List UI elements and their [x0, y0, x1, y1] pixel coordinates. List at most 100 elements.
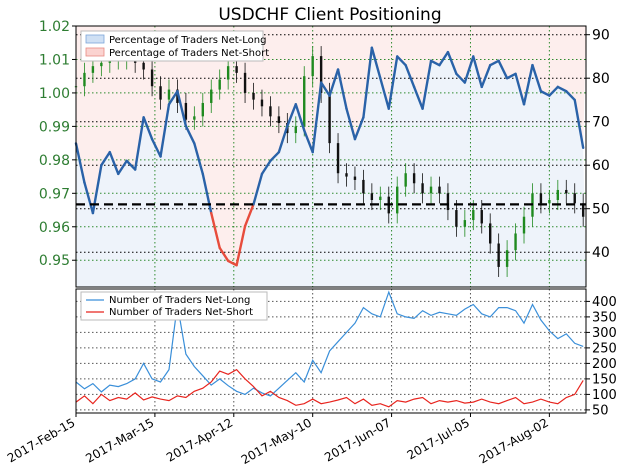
price-candle	[455, 200, 458, 237]
net-long-pct-segment	[429, 59, 441, 67]
candle-body	[522, 216, 526, 234]
net-long-pct-segment	[193, 142, 204, 176]
price-candle	[421, 173, 424, 204]
candle-body	[556, 189, 560, 200]
net-long-pct-segment	[472, 55, 483, 89]
bottom-right-tick-label: 350	[592, 310, 617, 325]
net-long-pct-segment	[362, 46, 374, 119]
price-candle	[581, 193, 585, 227]
price-candle	[514, 223, 517, 261]
candle-body	[184, 102, 188, 120]
candle-body	[210, 89, 213, 103]
price-candle	[446, 183, 450, 221]
net-long-pct-segment	[328, 68, 340, 97]
candle-body	[218, 79, 221, 90]
net-long-pct-segment	[353, 116, 365, 141]
price-candle	[379, 186, 382, 211]
candle-body	[252, 92, 255, 100]
net-long-pct-segment	[446, 50, 458, 76]
candle-body	[573, 193, 576, 204]
candle-body	[539, 193, 543, 204]
bottom-right-tick-label: 50	[592, 403, 609, 418]
net-long-pct-segment	[176, 90, 188, 128]
candle-body	[446, 193, 450, 211]
x-tick-label: 2017-May-10	[239, 415, 314, 467]
candle-body	[488, 223, 492, 244]
net-long-pct-segment	[100, 150, 112, 167]
candle-body	[429, 186, 433, 194]
net-long-pct-segment	[286, 103, 297, 128]
net-long-pct-segment	[379, 76, 390, 110]
net-long-pct-segment	[133, 116, 145, 171]
top-panel-series	[74, 46, 585, 267]
legend-swatch-net-long-pct	[85, 34, 105, 44]
net-short-count-line	[75, 368, 584, 408]
candle-body	[370, 193, 374, 200]
price-candle	[565, 179, 568, 204]
candle-body	[362, 179, 365, 194]
net-long-pct-segment	[150, 137, 162, 158]
candle-body	[421, 183, 424, 194]
price-candle	[336, 133, 340, 184]
candle-body	[505, 250, 509, 267]
legend-label-net-short-count: Number of Traders Net-Short	[109, 307, 253, 318]
x-tick-label: 2017-Aug-02	[477, 415, 551, 466]
top-legend-box	[80, 30, 264, 62]
net-long-pct-segment	[455, 72, 467, 84]
left-tick-label: 0.96	[39, 220, 70, 236]
net-long-pct-segment	[345, 107, 357, 141]
net-long-pct-segment	[412, 85, 424, 110]
left-tick-label: 1.02	[39, 19, 70, 35]
legend-swatch-net-short-pct	[85, 47, 105, 57]
net-long-pct-segment	[505, 72, 517, 80]
candle-body	[226, 66, 230, 80]
x-axis-ticks: 2017-Feb-15 2017-Mar-15 2017-Apr-12 2017-Ma…	[5, 413, 551, 467]
left-tick-label: 0.97	[39, 186, 70, 202]
candle-body	[167, 89, 171, 100]
bottom-panel-frame	[75, 288, 587, 414]
price-candle	[429, 176, 433, 204]
net-long-pct-segment	[252, 172, 264, 206]
net-long-pct-segment	[539, 90, 551, 97]
candle-body	[404, 173, 407, 187]
x-tick-label: 2017-Mar-15	[83, 415, 156, 465]
x-tick-label: 2017-Jun-07	[322, 415, 393, 464]
net-long-pct-segment	[522, 63, 534, 106]
candle-body	[438, 186, 441, 194]
net-long-pct-segment	[74, 142, 86, 184]
candle-body	[548, 200, 551, 204]
net-long-pct-segment	[488, 59, 500, 67]
left-tick-label: 1.00	[39, 86, 70, 102]
candle-body	[243, 72, 247, 93]
price-candle	[573, 183, 576, 214]
net-long-pct-segment	[463, 55, 475, 84]
price-candle	[193, 106, 196, 130]
net-long-pct-segment	[277, 124, 289, 154]
net-long-pct-segment	[108, 150, 120, 176]
price-candle	[201, 92, 204, 127]
right-tick-label: 70	[592, 115, 610, 131]
net-long-pct-segment	[117, 159, 128, 176]
price-candle	[522, 206, 526, 244]
net-long-pct-segment	[480, 63, 492, 89]
price-candle	[404, 163, 407, 197]
right-tick-label: 40	[592, 245, 610, 261]
price-candle	[548, 189, 551, 214]
x-tick-label: 2017-Apr-12	[164, 415, 235, 464]
candle-body	[91, 66, 95, 73]
candle-body	[83, 72, 86, 87]
net-long-pct-segment	[514, 72, 526, 106]
candle-body	[336, 143, 340, 174]
candle-body	[201, 102, 204, 117]
net-long-pct-segment	[184, 124, 196, 145]
price-candle	[505, 240, 509, 277]
candle-body	[353, 176, 357, 180]
bottom-right-tick-label: 150	[592, 372, 617, 387]
right-tick-label: 90	[592, 28, 610, 44]
right-tick-label: 80	[592, 71, 610, 87]
top-legend: Percentage of Traders Net-Long Percentag…	[80, 30, 269, 62]
price-candle	[412, 163, 416, 194]
net-short-pct-segment	[243, 203, 255, 228]
price-candle	[150, 59, 154, 97]
